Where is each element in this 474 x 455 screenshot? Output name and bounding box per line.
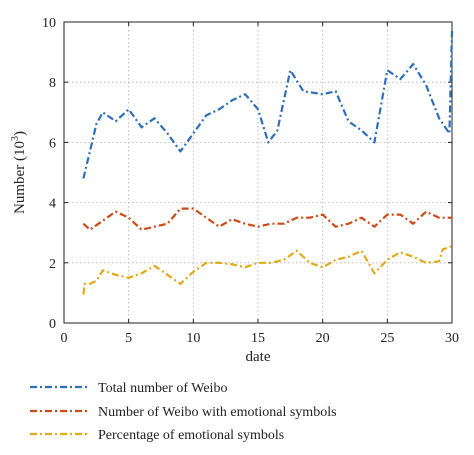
y-tick-label: 2	[49, 257, 56, 272]
series-line-3	[82, 245, 453, 295]
x-tick-label: 25	[380, 331, 394, 346]
gridlines	[64, 22, 452, 323]
y-tick-label: 10	[42, 16, 56, 31]
series-line-1	[82, 30, 454, 179]
x-axis-ticks: 0 5 10 15 20 25 30	[61, 22, 459, 346]
x-tick-label: 15	[251, 331, 265, 346]
y-tick-label: 0	[49, 317, 56, 332]
y-axis-ticks: 0 2 4 6 8 10	[42, 16, 452, 332]
y-tick-label: 6	[49, 136, 56, 151]
legend: Total number of Weibo Number of Weibo wit…	[30, 381, 337, 443]
series-line-2	[82, 207, 452, 231]
legend-label: Number of Weibo with emotional symbols	[98, 405, 337, 420]
x-tick-label: 10	[186, 331, 200, 346]
y-tick-label: 4	[49, 197, 56, 212]
y-tick-label: 8	[49, 76, 56, 91]
x-tick-label: 0	[61, 331, 68, 346]
y-axis-label: Number (103)	[10, 131, 28, 214]
y-axis-label-end: )	[12, 131, 28, 136]
y-axis-label-main: Number (10	[12, 141, 28, 214]
x-tick-label: 30	[445, 331, 459, 346]
x-tick-label: 20	[316, 331, 330, 346]
x-axis-label: date	[246, 349, 271, 365]
series-lines	[82, 30, 454, 295]
legend-label: Percentage of emotional symbols	[98, 428, 284, 443]
legend-label: Total number of Weibo	[98, 381, 227, 396]
x-tick-label: 5	[125, 331, 132, 346]
y-axis-label-superscript: 3	[10, 136, 21, 141]
